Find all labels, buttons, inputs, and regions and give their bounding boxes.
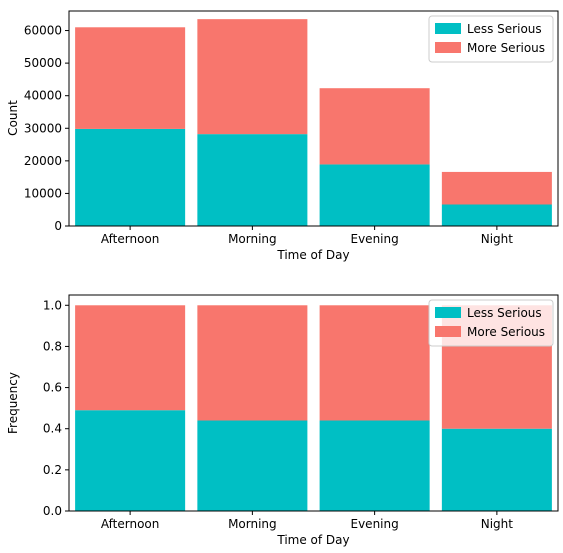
bar-less-serious-afternoon (75, 410, 186, 511)
y-axis-label: Frequency (6, 372, 20, 434)
bar-more-serious-evening (319, 88, 430, 165)
bar-more-serious-morning (197, 305, 308, 421)
bar-more-serious-evening (319, 305, 430, 421)
legend-label-less-serious: Less Serious (467, 22, 542, 36)
legend-swatch-more-serious (435, 42, 461, 53)
frequency-chart: 0.0 0.2 0.4 0.6 0.8 1.0 Afternoon Morning Evenin… (6, 294, 559, 547)
y-tick-label: 40000 (24, 89, 62, 103)
legend-swatch-less-serious (435, 307, 461, 318)
y-tick-label: 10000 (24, 186, 62, 200)
bar-less-serious-evening (319, 164, 430, 226)
x-tick-label-afternoon: Afternoon (101, 232, 160, 246)
bar-more-serious-night (441, 171, 552, 205)
y-tick-label: 30000 (24, 121, 62, 135)
y-tick-label: 0.0 (43, 504, 62, 518)
plot-frame (68, 294, 559, 512)
bar-less-serious-night (441, 428, 552, 511)
y-tick-label: 50000 (24, 56, 62, 70)
y-axis-label: Count (6, 100, 20, 136)
y-tick-label: 20000 (24, 154, 62, 168)
bar-less-serious-evening (319, 420, 430, 511)
x-tick-label-night: Night (481, 517, 514, 531)
y-tick-label: 60000 (24, 24, 62, 38)
x-tick-label-evening: Evening (351, 232, 399, 246)
y-tick-label: 0.6 (43, 381, 62, 395)
x-axis-label: Time of Day (276, 248, 349, 262)
bar-more-serious-morning (197, 19, 308, 135)
legend-swatch-more-serious (435, 326, 461, 337)
bar-less-serious-morning (197, 420, 308, 511)
y-tick-label: 0.4 (43, 422, 62, 436)
bar-less-serious-morning (197, 134, 308, 226)
legend-label-more-serious: More Serious (467, 41, 545, 55)
legend-label-less-serious: Less Serious (467, 306, 542, 320)
legend-label-more-serious: More Serious (467, 325, 545, 339)
legend-swatch-less-serious (435, 23, 461, 34)
x-axis-label: Time of Day (276, 533, 349, 547)
y-tick-label: 0.2 (43, 463, 62, 477)
bar-more-serious-afternoon (75, 27, 186, 129)
x-tick-label-morning: Morning (228, 232, 277, 246)
count-chart: 0 10000 20000 30000 40000 50000 60000 Afternoon… (6, 10, 559, 262)
y-tick-label: 0.8 (43, 339, 62, 353)
y-tick-label: 1.0 (43, 298, 62, 312)
x-tick-label-night: Night (481, 232, 514, 246)
plot-frame (68, 10, 559, 227)
x-tick-label-evening: Evening (351, 517, 399, 531)
x-tick-label-afternoon: Afternoon (101, 517, 160, 531)
bar-less-serious-afternoon (75, 128, 186, 226)
x-tick-label-morning: Morning (228, 517, 277, 531)
bar-more-serious-afternoon (75, 305, 186, 411)
y-tick-label: 0 (54, 219, 62, 233)
bar-less-serious-night (441, 204, 552, 226)
